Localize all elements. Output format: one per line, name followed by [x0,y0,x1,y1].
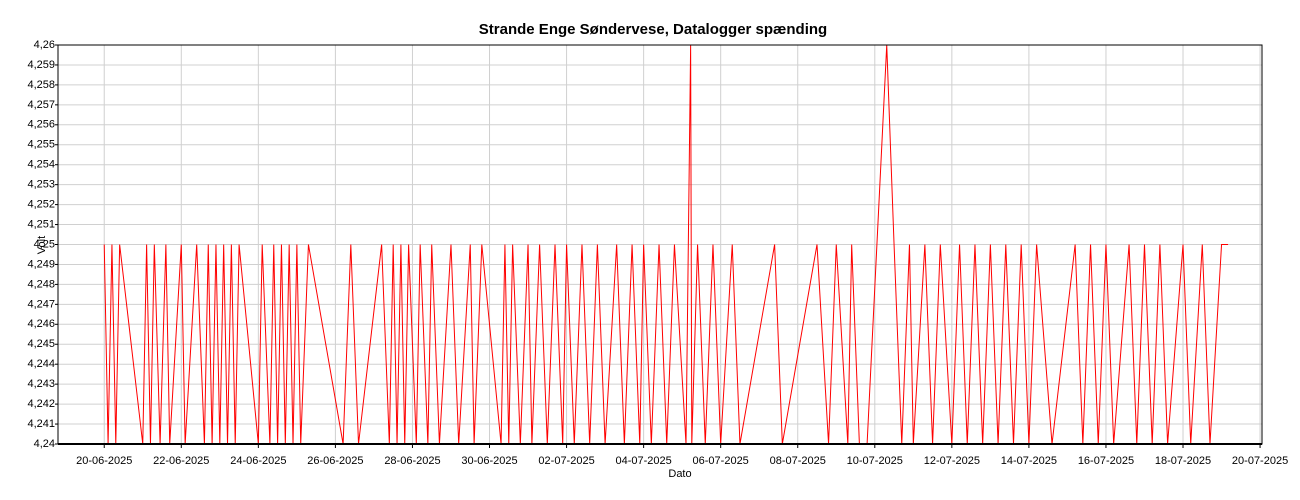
y-tick-label: 4,252 [27,199,55,211]
x-tick-label: 26-06-2025 [307,455,363,467]
y-tick-label: 4,244 [27,358,55,370]
x-tick-label: 02-07-2025 [538,455,594,467]
x-tick-label: 20-07-2025 [1232,455,1288,467]
x-tick-label: 20-06-2025 [76,455,132,467]
x-tick-label: 12-07-2025 [924,455,980,467]
y-tick-label: 4,258 [27,79,55,91]
plot [103,44,1229,445]
x-tick-label: 10-07-2025 [847,455,903,467]
y-tick-label: 4,253 [27,179,55,191]
y-tick-label: 4,249 [27,258,55,270]
y-tick-label: 4,26 [34,39,55,51]
x-tick-label: 22-06-2025 [153,455,209,467]
y-tick-label: 4,242 [27,398,55,410]
x-tick-label: 06-07-2025 [693,455,749,467]
y-tick-label: 4,256 [27,119,55,131]
chart-title: Strande Enge Søndervese, Datalogger spæn… [479,21,827,38]
y-tick-label: 4,254 [27,159,55,171]
x-tick-label: 04-07-2025 [615,455,671,467]
data-line [103,44,1229,445]
x-tick-label: 30-06-2025 [461,455,517,467]
y-tick-label: 4,25 [34,238,55,250]
y-tick-label: 4,246 [27,318,55,330]
y-tick-label: 4,251 [27,218,55,230]
y-tick-label: 4,243 [27,378,55,390]
x-tick-label: 16-07-2025 [1078,455,1134,467]
x-tick-label: 14-07-2025 [1001,455,1057,467]
y-tick-label: 4,24 [34,438,55,450]
x-tick-label: 24-06-2025 [230,455,286,467]
y-tick-label: 4,245 [27,338,55,350]
x-tick-label: 08-07-2025 [770,455,826,467]
y-tick-label: 4,255 [27,139,55,151]
x-tick-label: 28-06-2025 [384,455,440,467]
x-tick-label: 18-07-2025 [1155,455,1211,467]
y-axis-label: Volt [36,236,48,254]
y-tick-label: 4,248 [27,278,55,290]
y-tick-label: 4,259 [27,59,55,71]
y-tick-label: 4,257 [27,99,55,111]
y-tick-label: 4,247 [27,298,55,310]
x-axis-label: Dato [668,468,691,480]
y-tick-label: 4,241 [27,418,55,430]
